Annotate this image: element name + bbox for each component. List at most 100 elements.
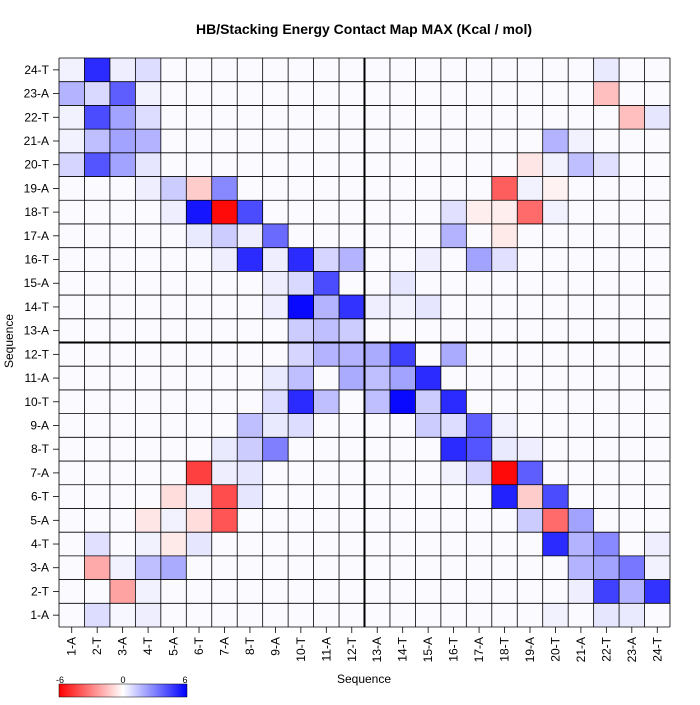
x-tick-label: 16-T (447, 636, 461, 661)
heatmap-cell (619, 176, 645, 201)
heatmap-cell (262, 152, 289, 177)
heatmap-cell (389, 223, 416, 248)
heatmap-cell (466, 366, 492, 390)
heatmap-cell (440, 437, 467, 462)
heatmap-cell (135, 366, 161, 390)
heatmap-cell (84, 105, 110, 130)
heatmap-cell (84, 461, 110, 485)
heatmap-cell (339, 105, 365, 130)
heatmap-cell (313, 58, 340, 82)
heatmap-cell (211, 413, 238, 438)
heatmap-cell (237, 81, 263, 106)
heatmap-cell (262, 129, 289, 153)
heatmap-cell (135, 555, 161, 580)
heatmap-cell (288, 105, 314, 130)
heatmap-cell (542, 271, 569, 296)
heatmap-cell (568, 176, 594, 201)
heatmap-cell (517, 366, 543, 390)
heatmap-cell (593, 389, 620, 414)
heatmap-cell (313, 105, 340, 130)
heatmap-cell (84, 508, 110, 533)
heatmap-cell (542, 223, 569, 248)
heatmap-cell (364, 389, 390, 414)
heatmap-cell (313, 81, 340, 106)
heatmap-cell (237, 603, 263, 627)
heatmap-cell (262, 223, 289, 248)
y-tick-label: 17-A (24, 229, 49, 243)
heatmap-cell (644, 58, 670, 82)
heatmap-cell (619, 152, 645, 177)
heatmap-cell (237, 413, 263, 438)
heatmap-cell (59, 413, 85, 438)
heatmap-cell (313, 437, 340, 462)
heatmap-cell (237, 129, 263, 153)
heatmap-cell (568, 461, 594, 485)
heatmap-cell (237, 152, 263, 177)
heatmap-cell (517, 318, 543, 343)
x-tick-label: 18-T (498, 636, 512, 661)
heatmap-cell (339, 532, 365, 556)
y-tick-label: 1-A (30, 608, 49, 622)
heatmap-cell (619, 58, 645, 82)
heatmap-cell (59, 342, 85, 367)
heatmap-cell (109, 81, 136, 106)
y-tick-label: 8-T (31, 442, 50, 456)
heatmap-cell (644, 413, 670, 438)
heatmap-cell (59, 461, 85, 485)
heatmap-cell (262, 176, 289, 201)
heatmap-cell (288, 532, 314, 556)
heatmap-cell (84, 366, 110, 390)
heatmap-cell (440, 129, 467, 153)
heatmap-cell (109, 461, 136, 485)
heatmap-cell (186, 223, 212, 248)
heatmap-cell (160, 318, 187, 343)
heatmap-cell (313, 247, 340, 272)
heatmap-cell (568, 271, 594, 296)
chart-title: HB/Stacking Energy Contact Map MAX (Kcal… (196, 21, 532, 37)
heatmap-cell (135, 81, 161, 106)
heatmap-cell (440, 105, 467, 130)
heatmap-cell (313, 461, 340, 485)
heatmap-cell (542, 152, 569, 177)
heatmap-cell (339, 555, 365, 580)
x-tick-label: 17-A (472, 637, 486, 662)
heatmap-cell (644, 461, 670, 485)
heatmap-cell (440, 555, 467, 580)
heatmap-cell (517, 271, 543, 296)
heatmap-cell (491, 105, 518, 130)
heatmap-cell (288, 413, 314, 438)
heatmap-cell (313, 318, 340, 343)
heatmap-cell (364, 176, 390, 201)
heatmap-cell (619, 247, 645, 272)
heatmap-cell (644, 152, 670, 177)
heatmap-cell (109, 271, 136, 296)
heatmap-cell (568, 223, 594, 248)
heatmap-cell (262, 318, 289, 343)
heatmap-cell (619, 484, 645, 509)
heatmap-cell (84, 318, 110, 343)
heatmap-cell (542, 532, 569, 556)
heatmap-cell (466, 129, 492, 153)
heatmap-cell (415, 271, 441, 296)
heatmap-cell (135, 247, 161, 272)
heatmap-cell (186, 508, 212, 533)
heatmap-cell (466, 81, 492, 106)
y-tick-label: 20-T (24, 158, 49, 172)
heatmap-cell (262, 413, 289, 438)
heatmap-cell (84, 579, 110, 604)
heatmap-cell (237, 271, 263, 296)
heatmap-cell (211, 200, 238, 224)
heatmap-cell (644, 579, 670, 604)
heatmap-cell (186, 129, 212, 153)
heatmap-cell (466, 555, 492, 580)
heatmap-cell (186, 247, 212, 272)
heatmap-cell (415, 295, 441, 319)
heatmap-cell (364, 579, 390, 604)
heatmap-cell (186, 532, 212, 556)
color-legend: -6 0 6 (56, 675, 188, 698)
heatmap-cell (440, 484, 467, 509)
heatmap-cell (491, 81, 518, 106)
heatmap-cell (466, 318, 492, 343)
heatmap-cell (517, 58, 543, 82)
heatmap-cell (466, 271, 492, 296)
